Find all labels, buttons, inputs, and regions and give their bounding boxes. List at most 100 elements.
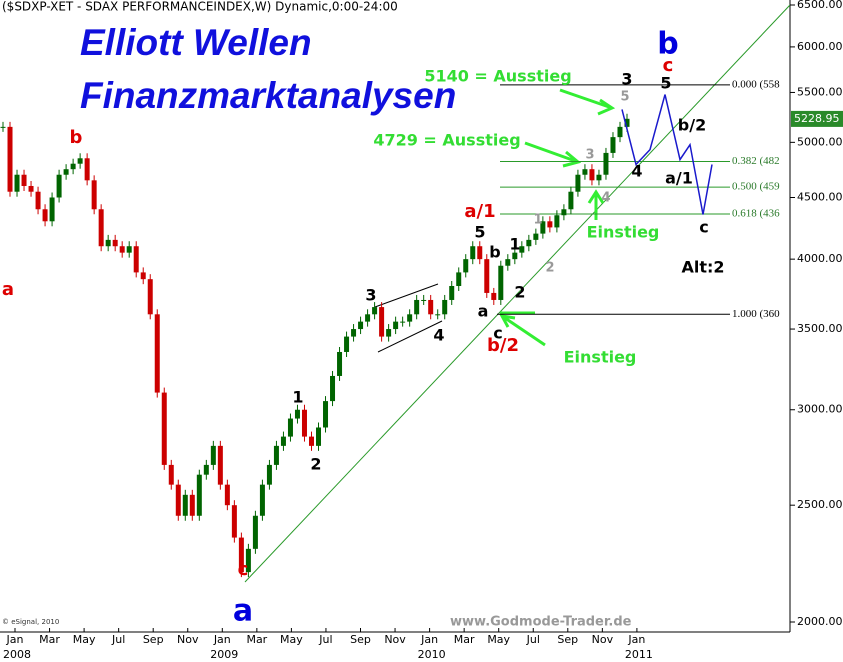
trend-line	[244, 4, 791, 583]
candle	[7, 126, 13, 192]
x-tick-label: Jan	[6, 633, 24, 646]
candle	[84, 158, 90, 181]
candle	[182, 494, 188, 516]
candle	[617, 126, 623, 138]
candle	[42, 209, 48, 222]
candle	[337, 351, 343, 376]
annotation: Einstieg	[587, 223, 660, 242]
x-tick-label: Nov	[177, 633, 199, 646]
candle	[91, 180, 97, 210]
annotation: b	[489, 243, 500, 262]
x-tick-label: Jan	[213, 633, 231, 646]
candle	[98, 209, 104, 247]
annotation: 3	[585, 148, 594, 163]
candle	[561, 209, 567, 216]
year-label: 2011	[625, 648, 653, 661]
y-tick-label: 5000.00	[797, 135, 843, 148]
candle	[393, 321, 399, 330]
candle	[484, 259, 490, 293]
arrow	[587, 189, 605, 220]
annotation: 2	[310, 455, 321, 474]
candle	[512, 252, 518, 260]
annotation: a/1	[665, 169, 693, 188]
candle	[245, 548, 251, 573]
candle	[365, 314, 371, 322]
arrows	[499, 88, 616, 347]
candle	[63, 169, 69, 175]
x-tick-label: May	[487, 633, 510, 646]
candle	[35, 191, 41, 210]
candle	[603, 152, 609, 175]
header: ($SDXP-XET - SDAX PERFORMANCEINDEX,W) Dy…	[2, 0, 398, 14]
last-price-label: 5228.95	[794, 112, 840, 125]
x-tick-label: May	[73, 633, 96, 646]
candle	[547, 221, 553, 228]
y-tick-label: 2500.00	[797, 498, 843, 511]
candle	[449, 286, 455, 300]
annotation: a	[478, 302, 489, 321]
title: Elliott Wellen	[80, 22, 312, 63]
candle	[568, 191, 574, 210]
candle	[344, 336, 350, 352]
candle	[596, 174, 602, 181]
candle	[308, 436, 314, 446]
candle	[456, 272, 462, 287]
annotation: Einstieg	[564, 348, 637, 367]
candle	[470, 246, 476, 260]
x-tick-label: Jul	[318, 633, 332, 646]
candle	[287, 418, 293, 437]
fib-label: 0.500 (459	[732, 181, 780, 193]
annotation: c	[493, 324, 502, 343]
candle	[147, 279, 153, 315]
candle	[175, 484, 181, 516]
annotation: a	[233, 594, 253, 629]
annotation: 4	[631, 162, 642, 181]
candle	[323, 401, 329, 428]
annotation: b/2	[487, 335, 519, 356]
candle	[477, 246, 483, 260]
candle	[526, 239, 532, 247]
year-label: 2008	[3, 648, 31, 661]
candle	[624, 118, 630, 127]
x-tick-label: Nov	[384, 633, 406, 646]
annotation: 4	[433, 326, 444, 345]
candle	[554, 215, 560, 228]
arrow	[499, 314, 546, 347]
candle	[428, 299, 434, 315]
candle	[168, 464, 174, 485]
annotation: 1	[509, 235, 520, 254]
candle	[266, 464, 272, 485]
candle	[70, 163, 76, 170]
candle	[21, 174, 27, 186]
candle	[273, 445, 279, 465]
candle	[358, 321, 364, 330]
candle	[316, 427, 322, 446]
annotation: 4729 = Ausstieg	[373, 131, 520, 150]
y-tick-label: 6500.00	[797, 0, 843, 11]
annotation: 5	[660, 74, 671, 93]
candle	[189, 494, 195, 516]
candle	[582, 169, 588, 175]
candle	[351, 329, 357, 337]
candle	[407, 314, 413, 322]
annotation: 5	[620, 90, 629, 105]
candle	[105, 239, 111, 247]
candle	[119, 246, 125, 253]
x-tick-label: Nov	[592, 633, 614, 646]
candle	[112, 239, 118, 247]
candle	[224, 484, 230, 506]
y-tick-label: 4000.00	[797, 252, 843, 265]
candle	[372, 307, 378, 315]
copyright: © eSignal, 2010	[2, 618, 59, 626]
x-tick-label: May	[280, 633, 303, 646]
x-tick-label: Mar	[39, 633, 60, 646]
candle	[379, 307, 385, 337]
y-tick-label: 3000.00	[797, 403, 843, 416]
x-tick-label: Sep	[143, 633, 164, 646]
title: Finanzmarktanalysen	[80, 75, 456, 116]
watermark: www.Godmode-Trader.de	[450, 615, 632, 630]
candle	[238, 537, 244, 573]
candle	[0, 126, 6, 128]
